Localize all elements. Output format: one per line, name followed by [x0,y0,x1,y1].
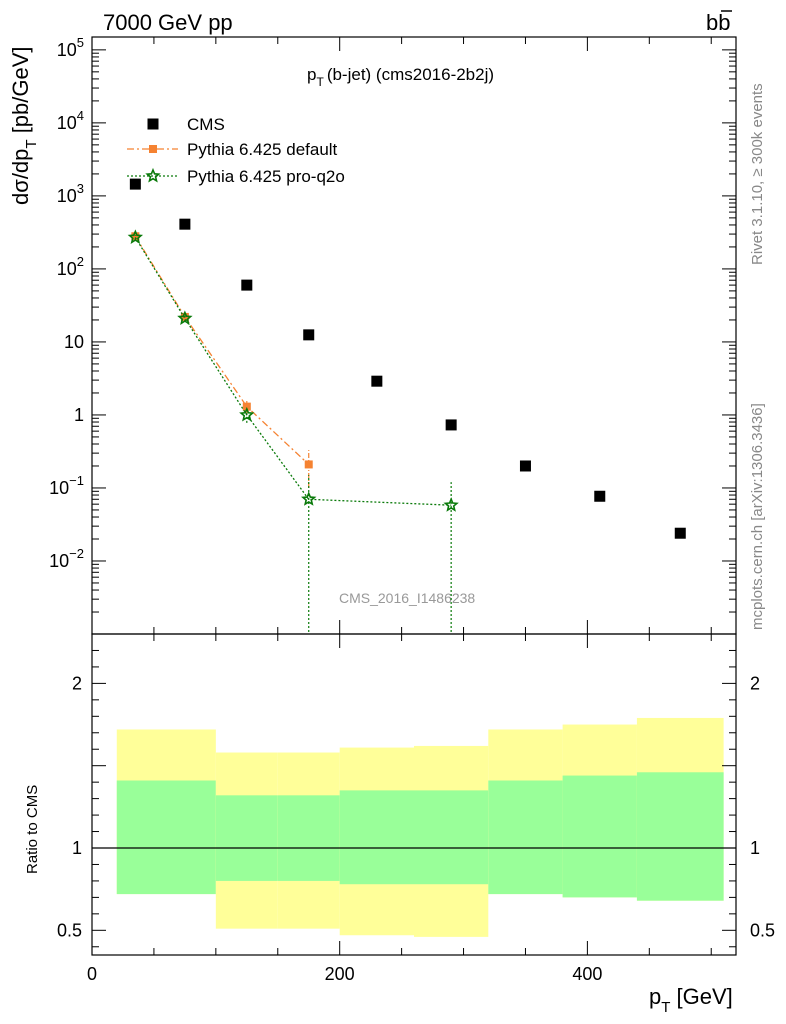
x-axis-label: pT [GeV] [649,984,733,1016]
proq2o-data-point [239,406,255,422]
y-tick-label: 1 [74,405,84,425]
collision-label: 7000 GeV pp [103,10,233,35]
ratio-y-tick-label: 0.5 [57,920,82,940]
x-tick-label: 0 [87,964,97,984]
proq2o-data-point [301,491,317,506]
y-tick-label: 10−1 [49,473,84,498]
default-data-point [304,460,313,469]
ratio-inner-band-bin [116,780,216,895]
cms-data-point [241,279,253,291]
main-panel-content [127,178,686,634]
analysis-watermark: CMS_2016_I1486238 [339,590,475,606]
legend-label: Pythia 6.425 default [187,140,338,159]
cms-data-point [594,490,606,502]
axis-tick-labels: 0 200 400 10−2 10−1 1 10 102 103 104 105 0.5 0.5 1 1 2 2 [49,35,775,984]
legend-label: Pythia 6.425 pro-q2o [187,167,345,186]
y-axis-label-main: dσ/dpT [pb/GeV] [8,46,40,205]
x-tick-label: 400 [572,964,602,984]
ratio-panel-frame [91,633,737,956]
legend-label: CMS [187,115,225,134]
ratio-y-tick-label-right: 0.5 [750,920,775,940]
y-tick-label: 102 [57,254,84,279]
ratio-inner-band-bin [215,795,278,881]
plot-title: pT (b-jet) (cms2016-2b2j) [307,65,494,89]
ratio-inner-band-bin [636,772,724,901]
ratio-inner-band-bin [414,790,489,885]
ratio-y-tick-label: 1 [72,838,82,858]
cms-data-point [179,218,191,230]
proq2o-data-point [177,310,193,325]
y-tick-label: 103 [57,181,84,206]
y-tick-label: 10 [64,332,84,352]
cms-data-point [674,527,686,539]
ratio-inner-band-bin [562,775,637,898]
legend-cms-marker [147,118,159,130]
y-tick-label: 105 [57,35,84,60]
ratio-y-tick-label: 2 [72,673,82,693]
rivet-label: Rivet 3.1.10, ≥ 300k events [749,83,766,265]
mcplots-label: mcplots.cern.ch [arXiv:1306.3436] [749,403,766,630]
y-tick-label: 10−2 [49,546,84,571]
cms-data-point [303,329,315,341]
ratio-y-tick-label-right: 1 [750,838,760,858]
proq2o-data-point [127,229,144,244]
cms-data-point [445,419,457,431]
x-tick-label: 200 [325,964,355,984]
series-default-line [134,235,310,465]
legend-default-marker [149,145,157,153]
legend-proq2o-marker [145,167,161,183]
default-data-point [131,232,140,241]
legend: CMS Pythia 6.425 default Pythia 6.425 pro-… [127,115,345,186]
proq2o-data-point [443,497,459,512]
process-label: bb [706,10,731,35]
ratio-bands [116,717,724,937]
ratio-inner-band-bin [488,780,563,895]
y-axis-label-ratio: Ratio to CMS [24,785,41,874]
default-data-point [242,402,251,411]
ratio-y-tick-label-right: 2 [750,673,760,693]
cms-data-point [519,460,531,472]
series-proq2o-line [134,237,452,506]
cms-data-point [371,375,383,387]
cms-data-point [129,178,141,190]
ratio-inner-band-bin [339,790,414,885]
y-tick-label: 104 [57,108,84,133]
axis-ticks [91,37,736,955]
ratio-inner-band-bin [277,795,340,881]
